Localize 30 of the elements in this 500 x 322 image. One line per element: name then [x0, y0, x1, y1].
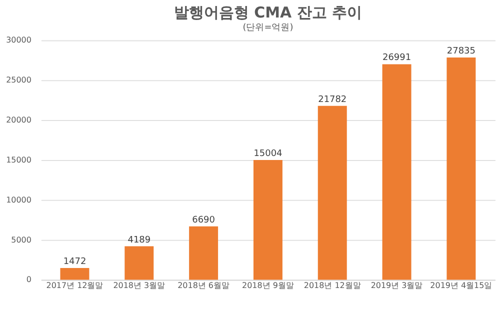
bar — [382, 64, 412, 280]
chart-subtitle: (단위=억원) — [242, 23, 294, 34]
bar — [124, 246, 154, 280]
bar — [318, 106, 347, 280]
y-tick-label: 30000 — [6, 36, 32, 45]
data-label: 26991 — [382, 53, 412, 64]
data-label: 1472 — [63, 256, 86, 267]
x-tick-label: 2018년 6월말 — [178, 281, 230, 290]
bar — [253, 160, 282, 280]
data-label: 6690 — [192, 215, 216, 226]
chart-title: 발행어음형 CMA 잔고 추이 — [174, 3, 362, 22]
data-label: 4189 — [128, 235, 151, 246]
x-tick-label: 2017년 12월말 — [46, 281, 104, 290]
y-tick-label: 0 — [26, 275, 32, 284]
x-tick-label: 2018년 9월말 — [242, 281, 294, 290]
bar — [446, 58, 476, 280]
y-tick-label: 20000 — [6, 116, 32, 125]
bar — [60, 268, 90, 280]
y-tick-label: 25000 — [6, 76, 32, 85]
y-tick-label: 15000 — [6, 155, 32, 164]
y-tick-label: 5000 — [11, 235, 32, 244]
y-tick-label: 10000 — [6, 195, 32, 204]
x-tick-label: 2018년 3월말 — [113, 281, 166, 290]
x-tick-label: 2019년 3월말 — [370, 281, 423, 290]
data-label: 27835 — [446, 46, 476, 57]
x-tick-label: 2018년 12월말 — [304, 281, 361, 290]
bar — [189, 226, 218, 280]
data-label: 15004 — [254, 148, 283, 159]
data-label: 21782 — [318, 94, 347, 105]
x-tick-label: 2019년 4월15일 — [430, 281, 492, 290]
